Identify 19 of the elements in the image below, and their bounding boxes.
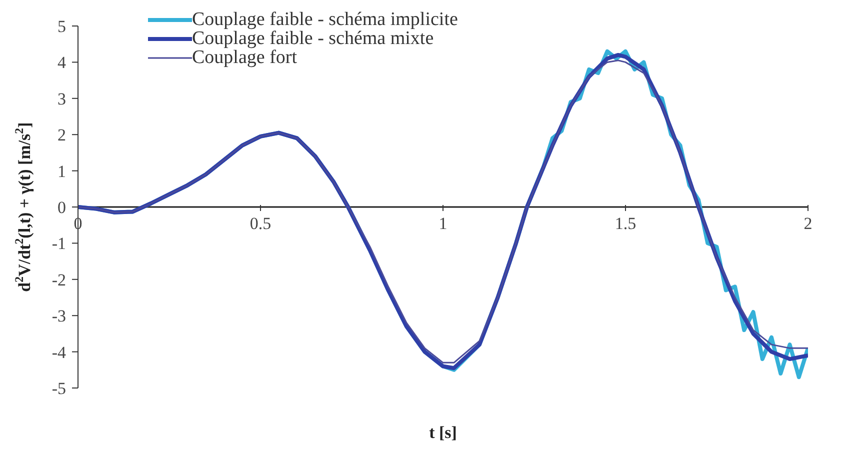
y-tick-label: 0 [58, 198, 66, 217]
y-tick-label: 1 [58, 162, 66, 181]
y-tick-label: 2 [58, 126, 66, 145]
y-tick-label: 5 [58, 17, 66, 36]
y-tick-label: -1 [52, 234, 66, 254]
x-tick-label: 1 [438, 214, 448, 233]
y-tick-label: -2 [52, 270, 66, 290]
y-tick-label: -3 [52, 306, 66, 326]
y-tick-label: 4 [58, 53, 66, 72]
y-tick-label: -5 [52, 379, 66, 398]
y-tick-label: -4 [52, 342, 66, 362]
y-tick-label: 3 [58, 89, 66, 108]
x-tick-label: 2 [804, 214, 812, 233]
legend-label: Couplage faible - schéma mixte [192, 28, 434, 49]
x-axis-title: t [s] [429, 423, 457, 442]
x-tick-label: 0.5 [250, 214, 272, 233]
legend-label: Couplage faible - schéma implicite [192, 9, 458, 30]
legend-label: Couplage fort [192, 47, 298, 68]
x-tick-label: 1.5 [614, 214, 636, 233]
